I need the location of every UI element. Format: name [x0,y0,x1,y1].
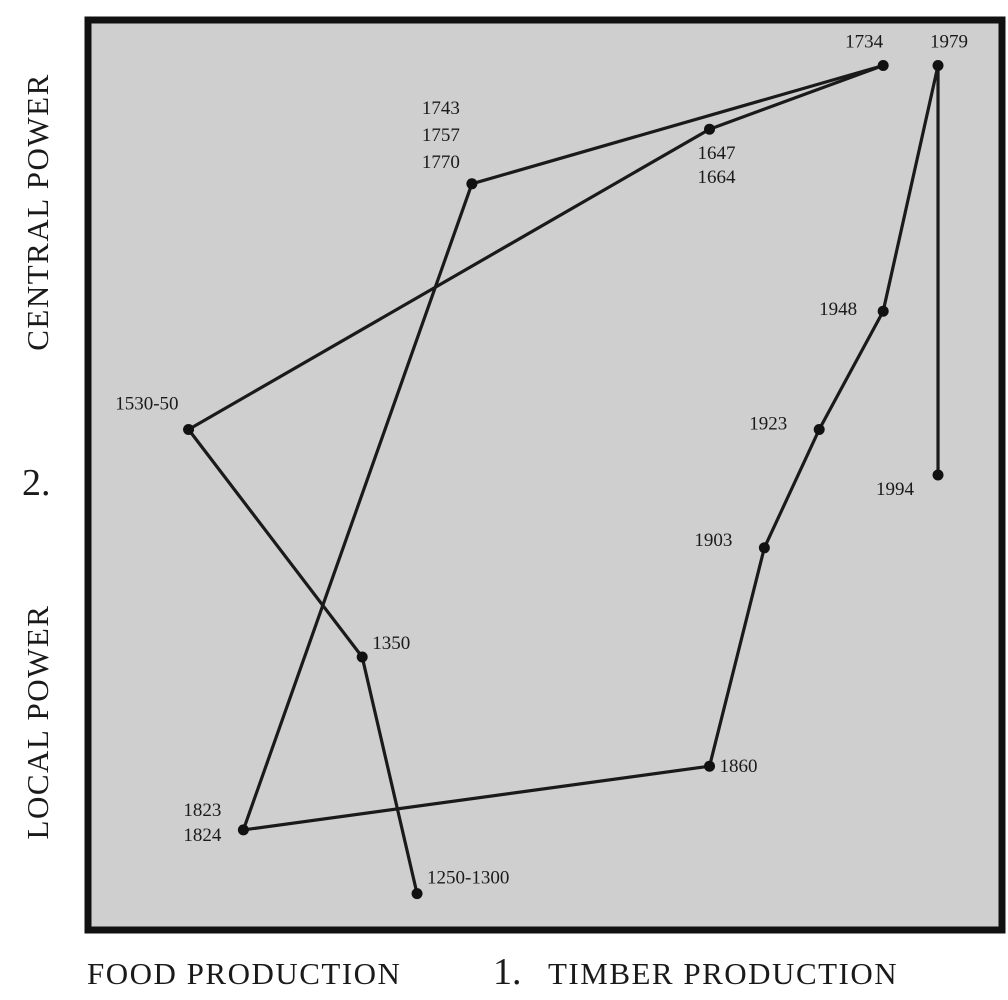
data-point [932,469,944,481]
point-label: 1530-50 [115,394,178,415]
path-segment [186,127,712,432]
data-point [411,888,423,900]
path-segment [241,764,712,832]
y-axis-number: 2. [22,462,51,504]
point-label-line: 1664 [698,167,737,188]
point-label: 1734 [845,32,884,53]
point-label-line: 1923 [749,414,787,435]
data-point [932,60,944,71]
point-label: 1903 [694,530,732,551]
data-points [183,60,944,900]
path-segment [241,182,474,832]
point-label-line: 1994 [876,479,915,500]
point-label-line: 1757 [422,125,460,146]
point-label: 1994 [876,479,915,500]
plot-frame [84,16,1006,934]
point-label-line: 1770 [422,152,460,173]
point-label: 1948 [819,299,857,320]
data-point [813,424,825,435]
path-segment [707,546,766,768]
point-label: 1350 [372,633,410,654]
data-point [356,651,368,663]
data-point [758,542,770,554]
point-label-line: 1743 [422,98,460,119]
x-axis-left-label: FOOD PRODUCTION [87,956,401,991]
path-segment [881,63,940,313]
point-label-line: 1530-50 [115,394,178,415]
point-label-line: 1250-1300 [427,868,509,889]
point-labels: 1250-1300 1350 1530-50 1647 1664 1734 1743 1757… [115,32,968,889]
path-segment [817,309,885,432]
point-label-line: 1860 [720,756,758,777]
y-axis-top-label: CENTRAL POWER [20,73,55,351]
data-point [466,178,478,190]
point-label: 1823 1824 [183,800,222,846]
point-label: 1979 [930,32,968,53]
x-axis-right-label: TIMBER PRODUCTION [548,956,898,991]
trajectory-path [186,63,940,896]
path-segment [470,63,885,186]
data-point [704,123,716,135]
x-axis-number: 1. [493,951,522,993]
data-point [183,424,195,435]
path-segment [762,427,821,550]
point-label-line: 1647 [698,143,736,164]
point-label: 1250-1300 [427,868,509,889]
point-label-line: 1734 [845,32,884,53]
point-label: 1743 1757 1770 [422,98,460,173]
point-label-line: 1823 [183,800,221,821]
path-segment [707,63,885,131]
data-point [877,305,889,317]
point-label: 1860 [720,756,758,777]
point-label-line: 1824 [183,825,222,846]
point-label-line: 1350 [372,633,410,654]
data-point [877,60,889,71]
y-axis-bottom-label: LOCAL POWER [20,605,55,840]
point-label-line: 1903 [694,530,732,551]
point-label: 1647 1664 [698,143,737,188]
path-segment [360,655,419,896]
point-label-line: 1948 [819,299,857,320]
data-point [704,760,716,772]
path-segment [186,427,364,659]
data-point [237,824,249,836]
point-label-line: 1979 [930,32,968,53]
point-label: 1923 [749,414,787,435]
